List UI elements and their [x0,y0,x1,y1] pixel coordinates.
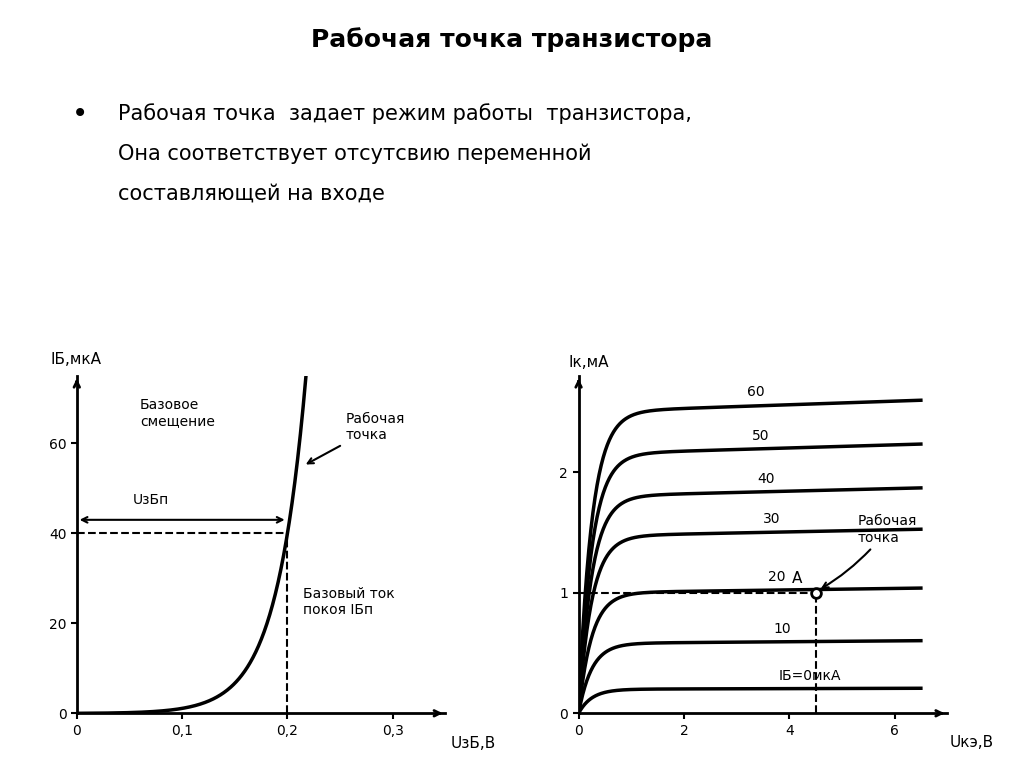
Text: 30: 30 [763,512,780,526]
Text: Базовый ток
покоя IБп: Базовый ток покоя IБп [303,587,395,617]
Text: 20: 20 [768,570,785,584]
Text: Базовое
смещение: Базовое смещение [140,398,215,428]
Text: •: • [72,100,88,128]
Text: Uкэ,В: Uкэ,В [950,735,994,750]
Text: Iк,мА: Iк,мА [568,355,608,370]
Text: составляющей на входе: составляющей на входе [118,183,385,203]
Text: Она соответствует отсутсвию переменной: Она соответствует отсутсвию переменной [118,143,591,164]
Text: UзБп: UзБп [132,493,169,507]
Text: Рабочая
точка: Рабочая точка [822,515,918,588]
Text: Рабочая точка  задает режим работы  транзистора,: Рабочая точка задает режим работы транзи… [118,104,691,124]
Text: IБ,мкА: IБ,мкА [50,352,101,367]
Text: Рабочая точка транзистора: Рабочая точка транзистора [311,27,713,51]
Text: 60: 60 [748,386,765,400]
Text: 40: 40 [758,472,775,486]
Text: IБ=0мкА: IБ=0мкА [778,669,841,683]
Text: Рабочая
точка: Рабочая точка [308,412,404,463]
Text: 50: 50 [753,429,770,443]
Text: 10: 10 [773,622,791,636]
Text: A: A [792,571,802,586]
Text: UзБ,В: UзБ,В [451,736,496,751]
